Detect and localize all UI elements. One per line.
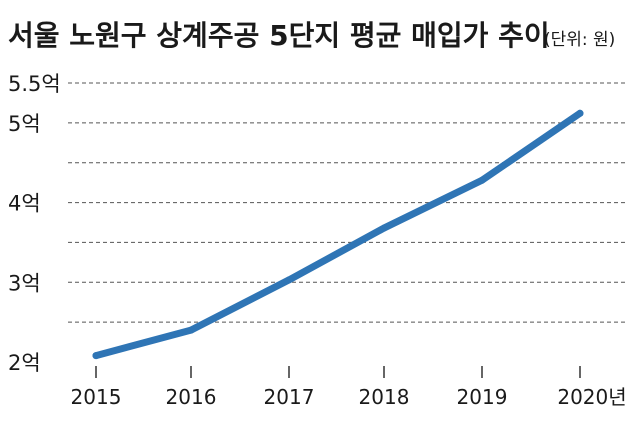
data-point bbox=[478, 176, 486, 184]
x-tick-label: 2019 bbox=[457, 385, 508, 409]
y-tick-label: 5.5억 bbox=[8, 72, 61, 96]
data-point bbox=[187, 326, 195, 334]
x-tick-label: 2020년 bbox=[557, 385, 626, 409]
series-line bbox=[92, 109, 584, 360]
data-point bbox=[380, 224, 388, 232]
data-point bbox=[576, 109, 584, 117]
chart-title: 서울 노원구 상계주공 5단지 평균 매입가 추이 bbox=[8, 19, 550, 52]
gridlines bbox=[68, 82, 628, 323]
y-tick-label: 5억 bbox=[8, 112, 41, 136]
x-tick-label: 2018 bbox=[359, 385, 410, 409]
x-tick-label: 2015 bbox=[71, 385, 122, 409]
y-axis-ticks: 2억 3억 4억 5억 5.5억 bbox=[8, 72, 61, 375]
x-tick-label: 2017 bbox=[264, 385, 315, 409]
unit-note: (단위: 원) bbox=[544, 30, 615, 50]
x-tick-label: 2016 bbox=[166, 385, 217, 409]
y-tick-label: 4억 bbox=[8, 192, 41, 216]
y-tick-label: 2억 bbox=[8, 351, 41, 375]
x-axis-ticks: 2015 2016 2017 2018 2019 2020년 bbox=[71, 366, 627, 409]
y-tick-label: 3억 bbox=[8, 271, 41, 295]
data-point bbox=[285, 276, 293, 284]
series-layer bbox=[92, 109, 584, 360]
data-point bbox=[92, 352, 100, 360]
